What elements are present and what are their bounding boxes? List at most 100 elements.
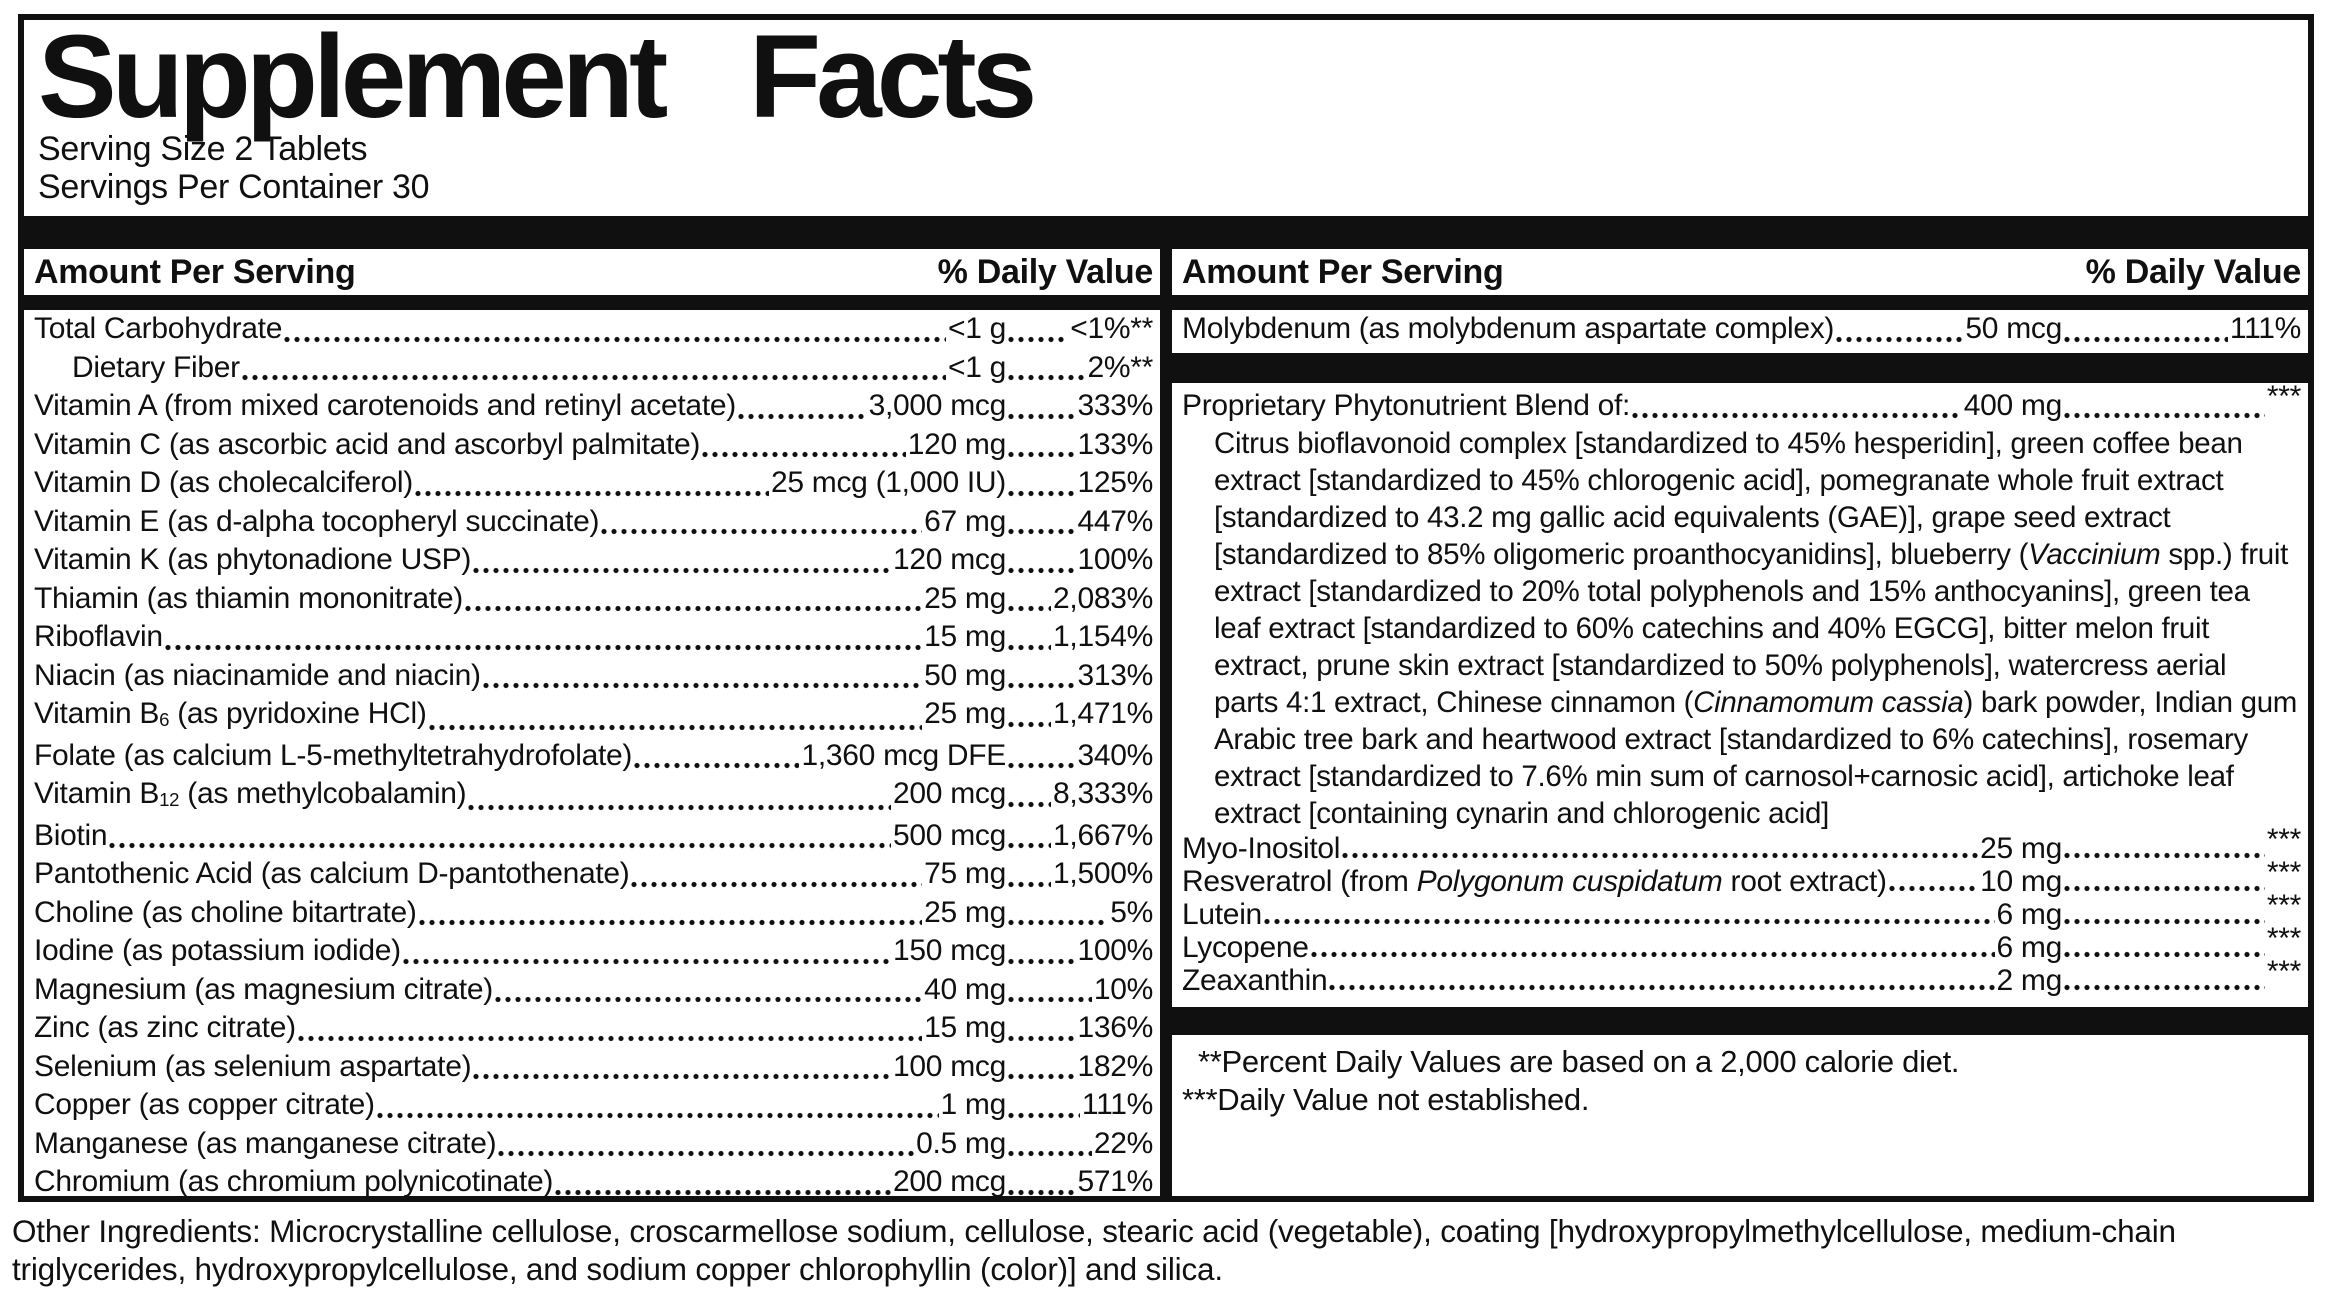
nutrient-amount: 6 mg	[1996, 931, 2063, 964]
nutrient-row: Riboflavin 15 mg 1,154%	[24, 618, 1160, 657]
dot-leader	[1008, 1188, 1076, 1196]
nutrient-row-right-zone: ***	[2062, 823, 2301, 865]
nutrient-amount: 500 mcg	[893, 818, 1006, 852]
nutrient-row-right-zone: 22%	[1006, 1125, 1153, 1164]
nutrient-name: Molybdenum (as molybdenum aspartate comp…	[1182, 312, 1835, 345]
nutrient-name: Myo-Inositol	[1182, 832, 1341, 865]
dot-leader	[297, 1034, 923, 1042]
nutrient-row: Zinc (as zinc citrate) 15 mg 136%	[24, 1009, 1160, 1048]
right-nutrient-list-top: Molybdenum (as molybdenum aspartate comp…	[1172, 310, 2308, 349]
nutrient-row-right-zone: 182%	[1006, 1048, 1153, 1087]
blend-description: Citrus bioflavonoid complex [standardize…	[1172, 425, 2308, 832]
nutrient-name: Dietary Fiber	[72, 350, 240, 384]
servings-per-container-text: Servings Per Container 30	[38, 168, 430, 206]
nutrient-row-right-zone: 571%	[1006, 1163, 1153, 1202]
dot-leader	[498, 1150, 915, 1157]
nutrient-name: Vitamin D (as cholecalciferol)	[34, 466, 413, 499]
nutrient-daily-value: 2%**	[1087, 350, 1153, 384]
nutrient-name: Vitamin E (as d-alpha tocopheryl succina…	[34, 504, 600, 538]
nutrient-name: Vitamin B6 (as pyridoxine HCl)	[34, 695, 427, 737]
nutrient-name-segment: 6	[159, 709, 170, 731]
nutrient-name: Niacin (as niacinamide and niacin)	[34, 658, 481, 692]
dot-leader	[468, 803, 892, 811]
nutrient-daily-value: 111%	[1081, 1088, 1153, 1121]
nutrient-amount: 50 mg	[924, 658, 1006, 692]
dot-leader	[164, 643, 923, 651]
right-column-header: Amount Per Serving % Daily Value	[1172, 249, 2308, 295]
nutrient-amount: 25 mg	[924, 581, 1006, 615]
nutrient-name: Proprietary Phytonutrient Blend of:	[1182, 388, 1631, 422]
nutrient-row-left-zone: Vitamin E (as d-alpha tocopheryl succina…	[34, 503, 1006, 542]
nutrient-amount: 120 mcg	[893, 543, 1006, 576]
dot-leader	[1008, 489, 1076, 497]
dot-leader	[2064, 852, 2265, 859]
nutrient-name-segment: (as methylcobalamin)	[179, 777, 467, 810]
dot-leader	[702, 451, 906, 458]
nutrient-daily-value: 5%	[1110, 895, 1153, 929]
nutrient-name-segment: Vitamin B	[34, 697, 160, 730]
nutrient-daily-value: ***	[2266, 955, 2301, 988]
nutrient-daily-value: 100%	[1077, 934, 1153, 967]
nutrient-amount: 150 mcg	[893, 934, 1006, 967]
nutrient-row-right-zone: 1,154%	[1006, 618, 1153, 657]
dot-leader	[1008, 800, 1052, 808]
nutrient-row-left-zone: Total Carbohydrate <1 g	[34, 310, 1006, 349]
nutrient-row-left-zone: Choline (as choline bitartrate) 25 mg	[34, 894, 1006, 933]
dot-leader	[1008, 1150, 1092, 1157]
nutrient-row-right-zone: 100%	[1006, 541, 1153, 580]
nutrient-row-right-zone: 333%	[1006, 387, 1153, 426]
dot-leader	[109, 842, 892, 849]
nutrient-row: Vitamin D (as cholecalciferol) 25 mcg (1…	[24, 464, 1160, 503]
dot-leader	[1008, 1111, 1080, 1119]
dot-leader	[482, 682, 923, 689]
dot-leader	[418, 919, 923, 926]
nutrient-row: Selenium (as selenium aspartate) 100 mcg…	[24, 1048, 1160, 1087]
blend-description-segment: Cinnamomum cassia	[1693, 686, 1964, 719]
nutrient-name: Zeaxanthin	[1182, 964, 1328, 997]
nutrient-row: Zeaxanthin 2 mg ***	[1172, 955, 2308, 997]
nutrient-row-right-zone: ***	[2062, 380, 2301, 426]
nutrient-row-left-zone: Vitamin B12 (as methylcobalamin) 200 mcg	[34, 775, 1006, 817]
nutrient-row-right-zone: 133%	[1006, 426, 1153, 465]
nutrient-row: Choline (as choline bitartrate) 25 mg 5%	[24, 894, 1160, 933]
dot-leader	[1008, 842, 1052, 849]
nutrient-daily-value: 333%	[1077, 389, 1153, 422]
nutrient-daily-value: ***	[2266, 889, 2301, 922]
dot-leader	[2064, 412, 2265, 419]
nutrient-row-left-zone: Molybdenum (as molybdenum aspartate comp…	[1182, 310, 2062, 349]
nutrient-row-right-zone: 2,083%	[1006, 580, 1153, 619]
amount-per-serving-header: Amount Per Serving	[1182, 253, 1504, 291]
nutrient-name: Chromium (as chromium polynicotinate)	[34, 1165, 554, 1198]
panel-header: Supplement Facts Serving Size 2 Tablets …	[24, 18, 2308, 206]
dot-leader	[1329, 984, 1995, 991]
dot-leader	[1008, 1034, 1076, 1042]
nutrient-row-left-zone: Manganese (as manganese citrate) 0.5 mg	[34, 1125, 1006, 1164]
nutrient-daily-value: 133%	[1077, 427, 1153, 461]
nutrient-amount: 2 mg	[1996, 964, 2063, 997]
nutrient-amount: 75 mg	[924, 857, 1006, 890]
dot-leader	[1263, 918, 1995, 925]
nutrient-row-right-zone: 2%**	[1006, 349, 1153, 388]
nutrient-row: Pantothenic Acid (as calcium D-pantothen…	[24, 855, 1160, 894]
nutrient-row: Lutein 6 mg ***	[1172, 889, 2308, 931]
daily-value-header: % Daily Value	[2085, 253, 2302, 291]
dot-leader	[473, 566, 892, 574]
nutrient-row: Molybdenum (as molybdenum aspartate comp…	[1172, 310, 2308, 349]
nutrient-amount: 400 mg	[1963, 388, 2063, 422]
nutrient-amount: 25 mg	[1980, 832, 2062, 865]
thick-divider-bar	[1172, 1007, 2308, 1035]
dot-leader	[284, 335, 946, 343]
thick-divider-bar	[24, 216, 2308, 249]
nutrient-name: Vitamin A (from mixed carotenoids and re…	[34, 389, 736, 422]
left-column-header: Amount Per Serving % Daily Value	[24, 249, 1160, 295]
nutrient-row: Copper (as copper citrate) 1 mg 111%	[24, 1086, 1160, 1125]
nutrient-row-right-zone: 340%	[1006, 737, 1153, 776]
nutrient-amount: 0.5 mg	[916, 1126, 1006, 1160]
serving-size-text: Serving Size 2 Tablets	[38, 130, 368, 168]
nutrient-daily-value: 100%	[1077, 543, 1153, 576]
nutrient-row: Vitamin C (as ascorbic acid and ascorbyl…	[24, 426, 1160, 465]
right-nutrient-list-bottom: Myo-Inositol 25 mg *** Resveratrol (from…	[1172, 823, 2308, 997]
nutrient-row-right-zone: 1,500%	[1006, 855, 1153, 894]
dot-leader	[1008, 919, 1109, 926]
